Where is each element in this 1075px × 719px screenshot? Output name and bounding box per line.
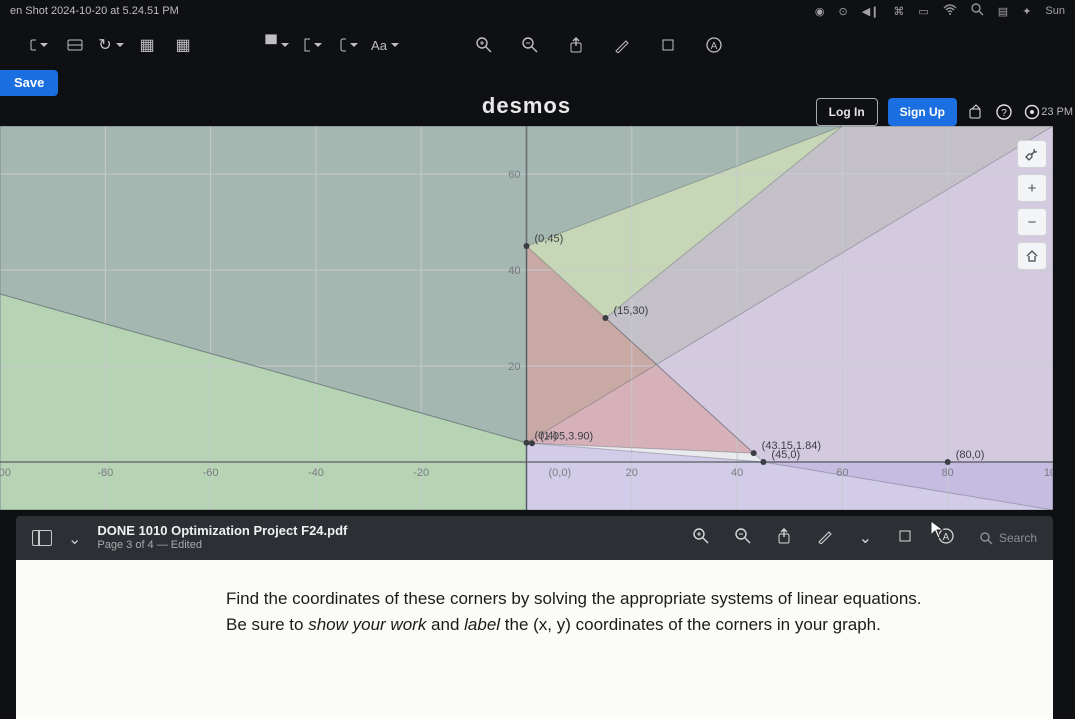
siri-icon[interactable]: ✦ bbox=[1022, 5, 1031, 18]
thumb1-icon[interactable]: ▦ bbox=[138, 36, 156, 54]
pdf-page-content: Find the coordinates of these corners by… bbox=[16, 560, 1053, 719]
wifi-icon bbox=[943, 4, 957, 19]
svg-text:(45,0): (45,0) bbox=[771, 449, 800, 461]
svg-text:(1.05,3.90): (1.05,3.90) bbox=[540, 430, 593, 442]
pdf-filename: DONE 1010 Optimization Project F24.pdf bbox=[97, 524, 347, 539]
note-icon[interactable] bbox=[340, 36, 358, 54]
pdf-text-2: and bbox=[426, 615, 464, 634]
share-icon[interactable] bbox=[567, 36, 585, 54]
pdf-text-em2: label bbox=[464, 615, 500, 634]
zoom-out-icon[interactable] bbox=[521, 36, 539, 54]
svg-text:60: 60 bbox=[836, 467, 848, 479]
svg-text:-80: -80 bbox=[97, 467, 113, 479]
pdf-viewer-toolbar: ⌄ DONE 1010 Optimization Project F24.pdf… bbox=[16, 516, 1053, 560]
pdf-crop-icon[interactable] bbox=[898, 529, 912, 548]
pdf-zoom-in-icon[interactable] bbox=[693, 528, 709, 549]
menubar-day: Sun bbox=[1045, 5, 1065, 17]
finder-filename: en Shot 2024-10-20 at 5.24.51 PM bbox=[10, 5, 179, 17]
svg-text:100: 100 bbox=[1044, 467, 1053, 479]
view-mode-icon[interactable] bbox=[30, 36, 48, 54]
thumb2-icon[interactable]: ▦ bbox=[174, 36, 192, 54]
pdf-page-status: Page 3 of 4 — Edited bbox=[97, 539, 347, 552]
svg-text:-20: -20 bbox=[413, 467, 429, 479]
pdf-search-field[interactable]: Search bbox=[980, 531, 1037, 545]
signup-button[interactable]: Sign Up bbox=[888, 98, 957, 126]
svg-text:-100: -100 bbox=[0, 467, 11, 479]
pdf-title-block: DONE 1010 Optimization Project F24.pdf P… bbox=[97, 524, 347, 552]
play-circle-icon: ⊙ bbox=[838, 5, 847, 18]
desmos-logo: desmos bbox=[482, 93, 571, 119]
preview-toolbar-right: A bbox=[475, 36, 1053, 54]
pdf-search-placeholder: Search bbox=[999, 531, 1037, 545]
mouse-cursor-icon bbox=[930, 520, 946, 540]
bluetooth-icon: ⌘ bbox=[893, 5, 904, 18]
svg-text:A: A bbox=[711, 41, 718, 52]
svg-text:(80,0): (80,0) bbox=[956, 449, 985, 461]
zoom-actual-icon[interactable] bbox=[66, 36, 84, 54]
wrench-icon[interactable] bbox=[1017, 140, 1047, 168]
record-icon: ◉ bbox=[815, 5, 825, 18]
shapes-icon[interactable] bbox=[304, 36, 322, 54]
zoom-out-button[interactable]: − bbox=[1017, 208, 1047, 236]
svg-text:(0,45): (0,45) bbox=[535, 233, 564, 245]
highlight-icon[interactable]: ▀ bbox=[268, 36, 286, 54]
login-button-label: Log In bbox=[829, 105, 865, 119]
svg-text:(0,0): (0,0) bbox=[549, 467, 572, 479]
desmos-auth-group: Log In Sign Up ? bbox=[816, 98, 1041, 126]
mac-menubar: en Shot 2024-10-20 at 5.24.51 PM ◉ ⊙ ◀︎❙… bbox=[0, 0, 1075, 22]
pdf-markup-icon[interactable] bbox=[817, 528, 833, 549]
pdf-share-icon[interactable] bbox=[777, 528, 791, 549]
chevron-down-icon[interactable]: ⌄ bbox=[68, 529, 81, 549]
control-center-icon[interactable]: ▤ bbox=[998, 5, 1008, 18]
menubar-status-icons: ◉ ⊙ ◀︎❙ ⌘ ▭ ▤ ✦ Sun bbox=[815, 3, 1065, 19]
svg-text:40: 40 bbox=[731, 467, 743, 479]
svg-text:80: 80 bbox=[942, 467, 954, 479]
graph-svg: -100-80-60-40-202040608010020406040(0,0)… bbox=[0, 126, 1053, 510]
desmos-graph-canvas[interactable]: -100-80-60-40-202040608010020406040(0,0)… bbox=[0, 126, 1053, 510]
svg-text:60: 60 bbox=[508, 169, 520, 181]
svg-text:40: 40 bbox=[508, 265, 520, 277]
pdf-paragraph: Find the coordinates of these corners by… bbox=[226, 586, 933, 639]
volume-icon: ◀︎❙ bbox=[862, 5, 880, 18]
svg-text:20: 20 bbox=[508, 361, 520, 373]
battery-icon: ▭ bbox=[918, 5, 928, 18]
settings-gear-icon[interactable] bbox=[1023, 103, 1041, 121]
help-icon[interactable]: ? bbox=[995, 103, 1013, 121]
sidebar-toggle-icon[interactable] bbox=[32, 530, 52, 546]
zoom-in-button[interactable]: + bbox=[1017, 174, 1047, 202]
textstyle-label[interactable]: Aa bbox=[376, 36, 394, 54]
svg-text:20: 20 bbox=[626, 467, 638, 479]
graph-tool-stack: + − bbox=[1017, 140, 1047, 270]
home-zoom-button[interactable] bbox=[1017, 242, 1047, 270]
pdf-zoom-out-icon[interactable] bbox=[735, 528, 751, 549]
login-button[interactable]: Log In bbox=[816, 98, 878, 126]
spotlight-icon[interactable] bbox=[971, 3, 984, 19]
svg-text:(15,30): (15,30) bbox=[613, 305, 648, 317]
svg-text:-60: -60 bbox=[203, 467, 219, 479]
svg-text:?: ? bbox=[1001, 108, 1007, 119]
info-icon[interactable]: A bbox=[705, 36, 723, 54]
signup-button-label: Sign Up bbox=[900, 105, 945, 119]
preview-app-toolbar: ↻ ▦ ▦ ▀ Aa A bbox=[30, 28, 1053, 62]
pdf-text-em1: show your work bbox=[308, 615, 426, 634]
markup-icon[interactable] bbox=[613, 36, 631, 54]
share-graph-icon[interactable] bbox=[967, 103, 985, 121]
rotate-icon[interactable]: ↻ bbox=[102, 36, 120, 54]
pdf-text-3: the (x, y) coordinates of the corners in… bbox=[500, 615, 881, 634]
crop-icon[interactable] bbox=[659, 36, 677, 54]
pdf-tool-group: ⌄ A Search bbox=[693, 528, 1037, 549]
svg-text:-40: -40 bbox=[308, 467, 324, 479]
pdf-markup-chevron-icon[interactable]: ⌄ bbox=[859, 528, 872, 548]
zoom-in-icon[interactable] bbox=[475, 36, 493, 54]
